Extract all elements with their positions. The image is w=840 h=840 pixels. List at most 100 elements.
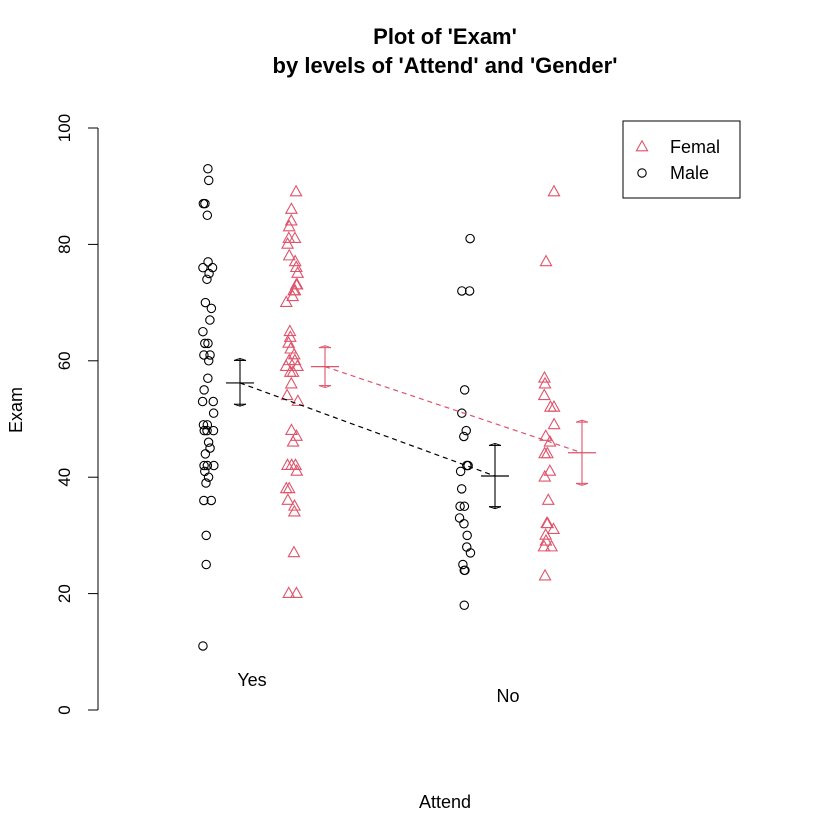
male-point bbox=[203, 338, 213, 349]
female-point bbox=[540, 446, 554, 459]
mean-ci-markers bbox=[226, 345, 596, 510]
female-point bbox=[283, 324, 297, 337]
female-ci-cap bbox=[318, 385, 326, 389]
female-ci-cap bbox=[575, 482, 583, 486]
female-point bbox=[289, 586, 303, 598]
male-point bbox=[206, 495, 217, 506]
female-point bbox=[279, 481, 293, 494]
male-point bbox=[209, 460, 219, 471]
male-point bbox=[202, 210, 213, 221]
data-points bbox=[197, 163, 561, 651]
y-axis: 0 20 40 60 80 100 bbox=[55, 114, 99, 715]
male-point bbox=[203, 257, 213, 267]
chart-title-line1: Plot of 'Exam' bbox=[373, 24, 517, 49]
male-point bbox=[203, 373, 213, 384]
male-point bbox=[461, 425, 471, 436]
male-point bbox=[197, 396, 208, 407]
legend-circle-icon bbox=[637, 168, 647, 178]
y-tick-label: 100 bbox=[55, 114, 74, 142]
male-point bbox=[199, 495, 209, 506]
male-ci-cap bbox=[233, 357, 241, 361]
male-point bbox=[457, 408, 467, 418]
female-point bbox=[282, 248, 296, 261]
female-point bbox=[288, 254, 302, 267]
y-tick-label: 40 bbox=[55, 468, 74, 487]
male-point bbox=[203, 163, 213, 174]
male-point bbox=[202, 460, 213, 471]
male-ci-cap bbox=[239, 357, 247, 361]
female-point bbox=[286, 365, 300, 377]
female-point bbox=[546, 522, 561, 534]
male-point bbox=[201, 559, 211, 570]
female-ci-cap bbox=[318, 345, 326, 349]
female-ci-cap bbox=[575, 419, 583, 423]
male-point bbox=[198, 262, 208, 273]
male-point bbox=[201, 478, 211, 488]
male-ci-cap bbox=[494, 506, 502, 510]
female-point bbox=[282, 586, 296, 598]
female-point bbox=[544, 539, 559, 552]
y-tick-label: 20 bbox=[55, 584, 74, 603]
male-point bbox=[455, 466, 466, 477]
female-ci-cap bbox=[324, 345, 332, 349]
female-point bbox=[282, 353, 296, 366]
male-point bbox=[204, 268, 214, 279]
male-point bbox=[200, 198, 210, 209]
y-tick-label: 80 bbox=[55, 235, 74, 254]
male-point bbox=[200, 449, 211, 459]
female-point bbox=[537, 388, 551, 401]
legend-box bbox=[622, 120, 741, 199]
male-point bbox=[456, 484, 467, 494]
female-point bbox=[541, 493, 555, 505]
female-point bbox=[284, 202, 298, 214]
y-tick-label: 0 bbox=[55, 705, 74, 714]
chart-title-line2: by levels of 'Attend' and 'Gender' bbox=[273, 53, 618, 78]
female-point bbox=[547, 399, 561, 412]
male-point bbox=[465, 233, 475, 244]
male-point bbox=[203, 437, 214, 448]
female-point bbox=[547, 417, 561, 430]
female-point bbox=[287, 498, 302, 511]
female-point bbox=[286, 289, 300, 302]
female-point bbox=[539, 429, 553, 441]
male-ci-cap bbox=[488, 442, 496, 446]
female-point bbox=[279, 295, 293, 307]
male-point bbox=[454, 513, 465, 523]
female-point bbox=[287, 504, 301, 517]
female-point bbox=[280, 458, 295, 470]
male-point bbox=[202, 420, 213, 430]
legend-label-male: Male bbox=[670, 163, 709, 183]
male-point bbox=[465, 548, 476, 558]
male-point bbox=[200, 297, 211, 308]
legend-triangle-icon bbox=[635, 139, 649, 152]
female-point bbox=[283, 330, 297, 342]
female-point bbox=[284, 423, 299, 436]
male-point bbox=[208, 425, 219, 436]
female-point bbox=[290, 359, 305, 372]
male-point bbox=[203, 175, 214, 186]
female-point bbox=[538, 568, 552, 581]
female-point bbox=[287, 283, 301, 296]
female-point bbox=[289, 429, 304, 441]
female-point bbox=[288, 458, 303, 470]
male-point bbox=[199, 460, 209, 471]
male-point bbox=[459, 600, 470, 610]
male-point bbox=[202, 274, 212, 285]
male-point bbox=[459, 519, 469, 529]
male-point bbox=[203, 356, 214, 366]
male-ci-cap bbox=[494, 442, 502, 446]
female-point bbox=[537, 539, 551, 552]
y-tick-label: 60 bbox=[55, 351, 74, 370]
category-label-yes: Yes bbox=[237, 670, 266, 690]
female-point bbox=[284, 376, 298, 389]
female-point bbox=[281, 493, 295, 505]
female-point bbox=[282, 219, 296, 232]
male-point bbox=[202, 425, 212, 436]
male-point bbox=[208, 408, 219, 418]
male-point bbox=[457, 286, 467, 296]
male-ci-cap bbox=[233, 403, 241, 407]
female-ci-cap bbox=[581, 419, 589, 423]
male-point bbox=[203, 472, 214, 482]
male-point bbox=[201, 530, 211, 541]
male-point bbox=[458, 559, 468, 570]
